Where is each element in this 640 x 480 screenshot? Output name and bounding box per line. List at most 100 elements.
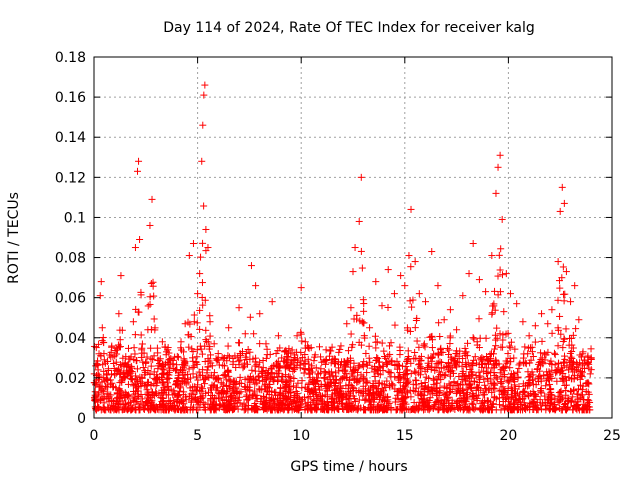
data-point: [528, 348, 536, 356]
data-point: [344, 347, 352, 355]
data-point: [361, 385, 369, 393]
data-point: [502, 394, 510, 402]
data-point: [542, 382, 550, 390]
data-point: [136, 236, 144, 244]
data-point: [415, 290, 423, 298]
data-point: [392, 405, 400, 413]
data-point: [488, 310, 496, 318]
data-point: [488, 388, 496, 396]
data-point: [256, 340, 264, 348]
data-point: [108, 379, 116, 387]
data-point: [150, 380, 158, 388]
data-point: [146, 300, 154, 308]
data-point: [214, 376, 222, 384]
data-point: [516, 359, 524, 367]
data-point: [550, 349, 558, 357]
data-point: [301, 344, 309, 352]
data-point: [351, 397, 359, 405]
data-point: [494, 272, 502, 280]
data-point: [585, 397, 593, 405]
data-point: [404, 347, 412, 355]
data-point: [154, 362, 162, 370]
data-point: [484, 397, 492, 405]
data-point: [558, 183, 566, 191]
data-point: [391, 321, 399, 329]
data-point: [383, 377, 391, 385]
data-point: [498, 271, 506, 279]
data-point: [557, 387, 565, 395]
data-point: [298, 384, 306, 392]
data-point: [529, 353, 537, 361]
data-point: [347, 304, 355, 312]
data-point: [228, 385, 236, 393]
data-point: [187, 390, 195, 398]
data-point: [246, 313, 254, 321]
data-point: [491, 394, 499, 402]
data-point: [236, 356, 244, 364]
data-point: [448, 402, 456, 410]
data-point: [199, 399, 207, 407]
data-points: [90, 81, 595, 414]
data-point: [185, 252, 193, 260]
data-point: [454, 404, 462, 412]
data-point: [328, 343, 336, 351]
data-point: [338, 394, 346, 402]
data-point: [242, 350, 250, 358]
data-point: [366, 324, 374, 332]
data-point: [475, 373, 483, 381]
data-point: [491, 345, 499, 353]
data-point: [575, 316, 583, 324]
data-point: [186, 384, 194, 392]
data-point: [133, 357, 141, 365]
data-point: [147, 393, 155, 401]
data-point: [223, 376, 231, 384]
data-point: [491, 287, 499, 295]
data-point: [116, 343, 124, 351]
data-point: [136, 373, 144, 381]
data-point: [242, 393, 250, 401]
data-point: [282, 400, 290, 408]
data-point: [556, 207, 564, 215]
data-point: [499, 331, 507, 339]
data-point: [415, 343, 423, 351]
data-point: [199, 239, 207, 247]
data-point: [349, 341, 357, 349]
data-point: [514, 403, 522, 411]
data-point: [276, 384, 284, 392]
data-point: [495, 251, 503, 259]
data-point: [375, 396, 383, 404]
data-point: [289, 382, 297, 390]
data-point: [136, 378, 144, 386]
data-point: [206, 312, 214, 320]
data-point: [459, 355, 467, 363]
data-point: [409, 380, 417, 388]
data-point: [559, 358, 567, 366]
data-point: [499, 386, 507, 394]
data-point: [459, 381, 467, 389]
data-point: [140, 405, 148, 413]
data-point: [524, 368, 532, 376]
data-point: [165, 406, 173, 414]
data-point: [347, 356, 355, 364]
data-point: [561, 382, 569, 390]
data-point: [181, 358, 189, 366]
data-point: [433, 388, 441, 396]
data-point: [367, 406, 375, 414]
data-point: [357, 388, 365, 396]
data-point: [179, 404, 187, 412]
data-point: [220, 396, 228, 404]
data-point: [193, 346, 201, 354]
data-point: [213, 375, 221, 383]
data-point: [244, 360, 252, 368]
data-point: [100, 356, 108, 364]
data-point: [152, 376, 160, 384]
data-point: [120, 369, 128, 377]
data-point: [372, 356, 380, 364]
data-point: [440, 390, 448, 398]
data-point: [201, 375, 209, 383]
y-tick-label: 0.18: [55, 50, 86, 66]
data-point: [266, 380, 274, 388]
data-point: [438, 359, 446, 367]
data-point: [274, 357, 282, 365]
data-point: [100, 350, 108, 358]
